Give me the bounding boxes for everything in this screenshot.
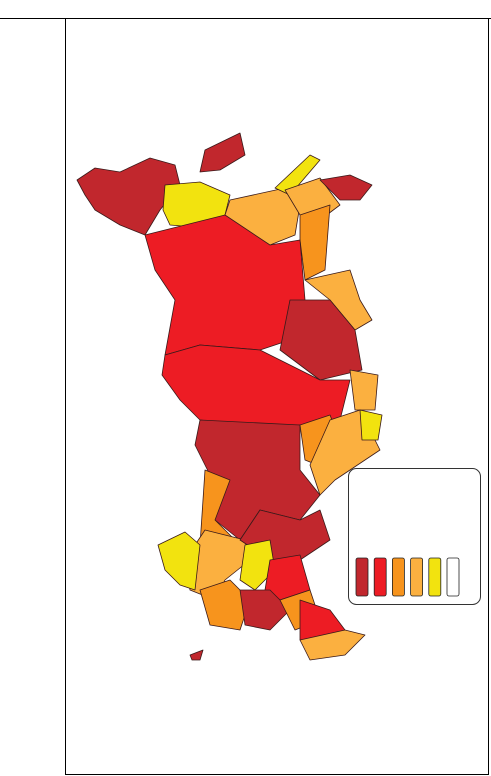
legend-swatch: [410, 557, 424, 597]
region: [279, 299, 363, 381]
region: [299, 629, 366, 661]
region: [274, 154, 321, 196]
legend-swatch: [446, 557, 460, 597]
legend-swatch: [428, 557, 442, 597]
region: [319, 174, 373, 201]
region: [299, 204, 331, 281]
map: [76, 132, 383, 661]
legend-swatch: [391, 557, 405, 597]
region: [157, 531, 201, 591]
region: [239, 539, 276, 591]
legend-swatch: [355, 557, 369, 597]
region: [239, 589, 291, 631]
region: [349, 369, 379, 411]
map-frame: [65, 18, 489, 775]
legend-swatch: [373, 557, 387, 597]
region: [144, 214, 306, 356]
region: [199, 132, 246, 173]
legend: [355, 557, 460, 597]
region: [189, 649, 204, 661]
region: [359, 409, 383, 441]
